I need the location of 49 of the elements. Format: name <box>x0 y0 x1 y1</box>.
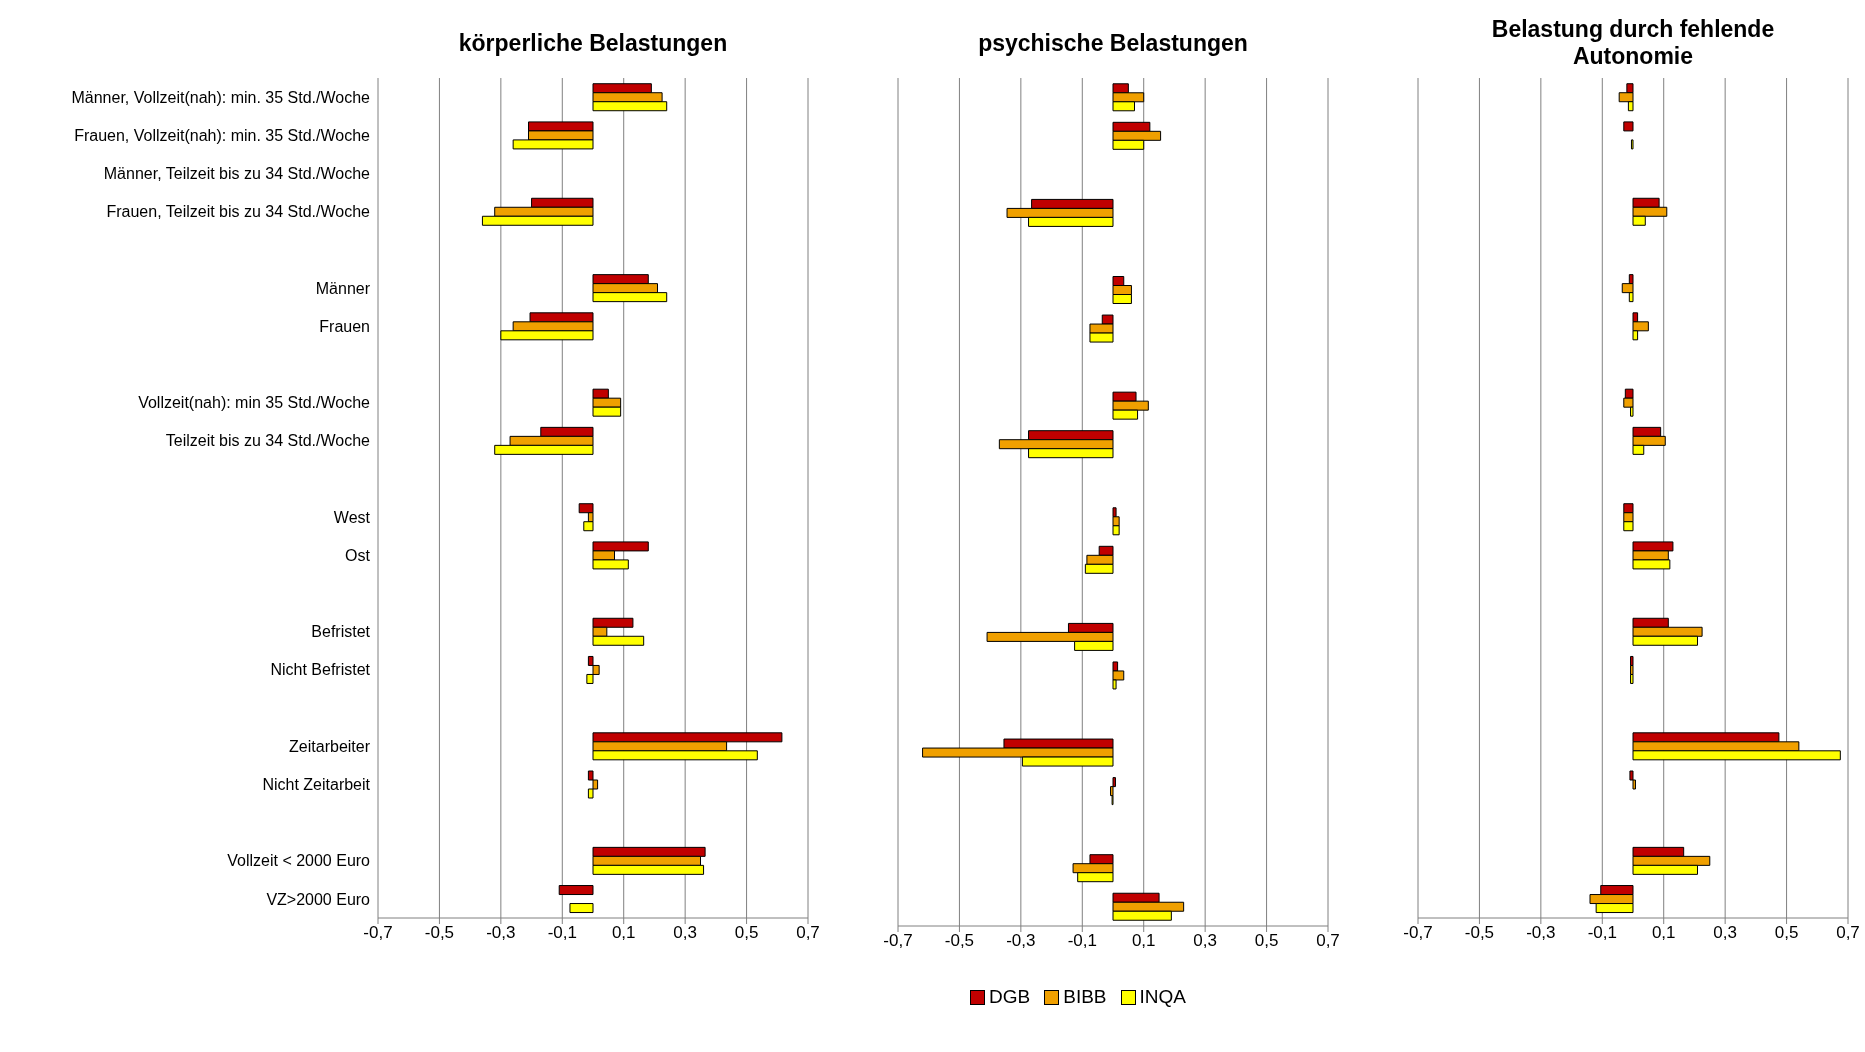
legend-label: INQA <box>1139 986 1186 1008</box>
x-tick-label: -0,7 <box>883 931 913 951</box>
chart-title: körperliche Belastungen <box>458 29 728 57</box>
y-tick-label: Vollzeit(nah): min 35 Std./Woche <box>138 394 371 412</box>
x-tick-label: -0,1 <box>547 923 577 943</box>
legend-label: BIBB <box>1063 986 1107 1008</box>
y-tick-label: Männer <box>315 279 371 297</box>
y-tick-label: VZ>2000 Euro <box>266 890 371 908</box>
x-tick-label: 0,5 <box>1254 931 1279 951</box>
x-tick-label: -0,5 <box>424 923 455 943</box>
x-tick-label: 0,1 <box>1651 923 1676 943</box>
x-tick-label: 0,5 <box>1774 923 1799 943</box>
y-tick-label: Frauen, Teilzeit bis zu 34 Std./Woche <box>106 203 371 221</box>
x-tick-label: 0,3 <box>1193 931 1217 951</box>
x-tick-label: -0,1 <box>1587 923 1617 943</box>
x-tick-label: 0,7 <box>1836 923 1860 943</box>
y-tick-label: Männer, Vollzeit(nah): min. 35 Std./Woche <box>71 88 371 106</box>
y-tick-label: Nicht Zeitarbeit <box>262 776 371 794</box>
y-tick-label: Frauen <box>319 317 370 335</box>
legend-label: DGB <box>989 986 1031 1008</box>
x-tick-label: -0,7 <box>363 923 393 943</box>
y-tick-label: Zeitarbeiter <box>289 737 371 755</box>
x-tick-label: -0,3 <box>486 923 516 943</box>
x-tick-label: -0,3 <box>1006 931 1036 951</box>
x-tick-label: 0,5 <box>734 923 759 943</box>
x-tick-label: 0,1 <box>611 923 636 943</box>
x-tick-label: 0,7 <box>1316 931 1340 951</box>
x-tick-label: -0,5 <box>1464 923 1495 943</box>
bar <box>569 903 594 914</box>
x-tick-label: -0,1 <box>1067 931 1097 951</box>
bar <box>558 885 594 896</box>
x-tick-label: -0,3 <box>1526 923 1556 943</box>
y-tick-label: West <box>333 508 371 526</box>
y-tick-label: Ost <box>345 546 371 564</box>
y-tick-label: Vollzeit < 2000 Euro <box>227 852 371 870</box>
x-tick-label: 0,1 <box>1131 931 1156 951</box>
y-tick-label: Männer, Teilzeit bis zu 34 Std./Woche <box>103 165 371 183</box>
x-tick-label: -0,7 <box>1403 923 1433 943</box>
bar <box>1623 121 1634 132</box>
chart-title: Belastung durch fehlende Autonomie <box>1490 16 1776 70</box>
x-tick-label: -0,5 <box>944 931 975 951</box>
y-tick-label: Befristet <box>311 623 371 641</box>
x-tick-label: 0,3 <box>1713 923 1737 943</box>
x-tick-label: 0,7 <box>796 923 820 943</box>
y-tick-label: Teilzeit bis zu 34 Std./Woche <box>165 432 371 450</box>
y-tick-label: Frauen, Vollzeit(nah): min. 35 Std./Woche <box>74 126 371 144</box>
y-tick-label: Nicht Befristet <box>270 661 371 679</box>
x-tick-label: 0,3 <box>673 923 697 943</box>
chart-title: psychische Belastungen <box>978 29 1248 57</box>
